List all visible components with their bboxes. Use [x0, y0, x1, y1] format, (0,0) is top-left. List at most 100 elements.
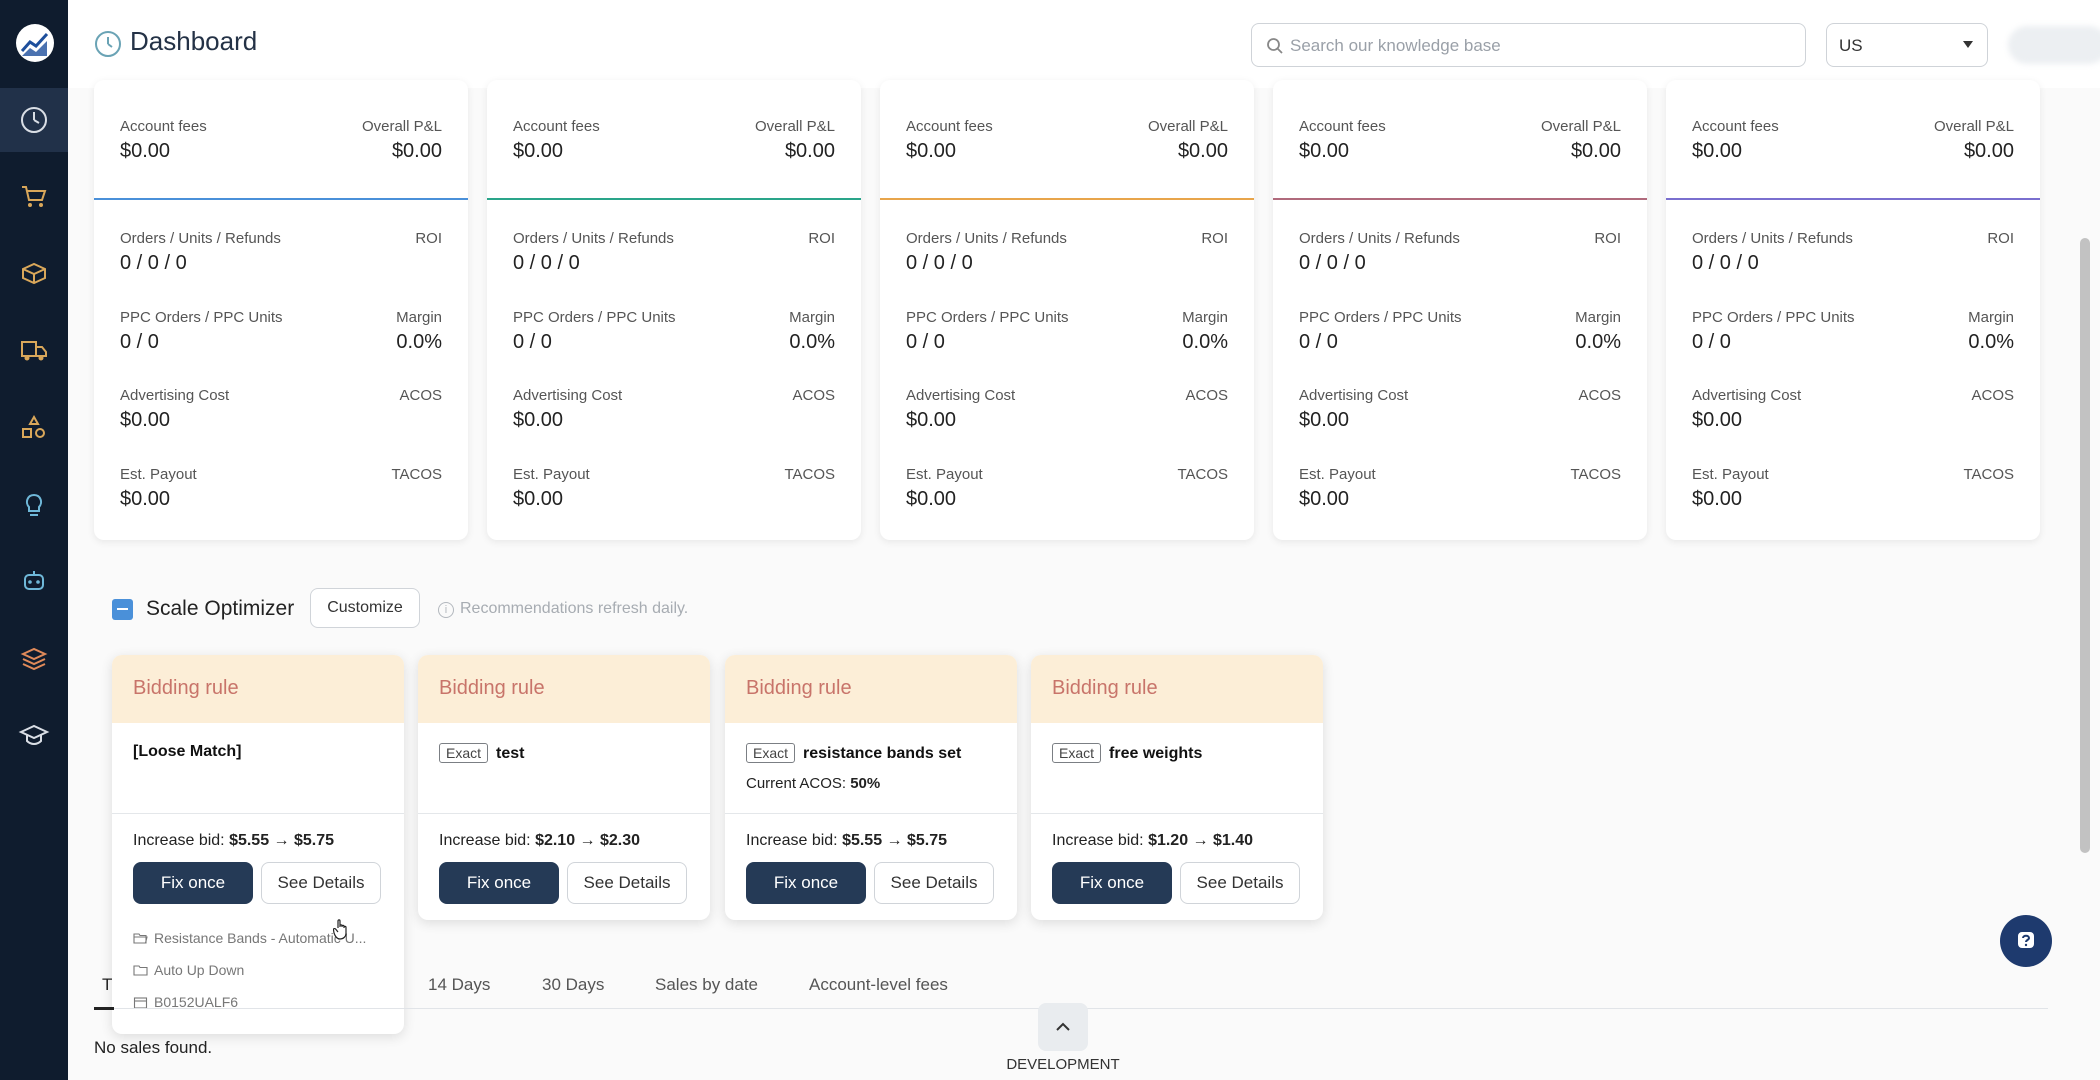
cart-icon: [22, 186, 47, 207]
margin-value: 0.0%: [1575, 331, 1621, 353]
robot-icon: [24, 571, 44, 590]
sidebar-item-dashboard[interactable]: [0, 88, 68, 152]
overall-pl-label: Overall P&L: [361, 118, 442, 135]
roi-label: ROI: [808, 230, 835, 247]
search-input[interactable]: [1290, 32, 1790, 60]
see-details-button[interactable]: See Details: [874, 862, 994, 904]
metric-row: Est. Payout TACOS $0.00: [120, 466, 442, 516]
acos-label: ACOS: [1971, 387, 2014, 404]
est-payout-label: Est. Payout: [906, 466, 983, 483]
account-fees-value: $0.00: [1299, 140, 1350, 162]
account-fees-value: $0.00: [906, 140, 957, 162]
see-details-button[interactable]: See Details: [567, 862, 687, 904]
tab-30-days[interactable]: 30 Days: [542, 975, 605, 994]
sidebar-item-inventory[interactable]: [0, 395, 68, 459]
scrollbar-thumb[interactable]: [2080, 238, 2090, 853]
overall-pl-label: Overall P&L: [1147, 118, 1228, 135]
ad-group-name: Auto Up Down: [154, 962, 245, 978]
help-chat-button[interactable]: [2000, 915, 2052, 967]
margin-label: Margin: [1968, 309, 2014, 326]
rule-target: [Loose Match]: [112, 723, 404, 814]
metric-row: Orders / Units / Refunds ROI 0 / 0 / 0: [906, 230, 1228, 280]
rule-action: Increase bid: $2.10 → $2.30 Fix once See…: [418, 814, 710, 920]
lightbulb-icon: [25, 493, 43, 516]
acos-label: ACOS: [1185, 387, 1228, 404]
dashboard-icon: [21, 107, 47, 133]
metric-row: Advertising Cost ACOS $0.00: [120, 387, 442, 437]
metric-card: Account fees Overall P&L $0.00 $0.00 Ord…: [487, 80, 861, 540]
rule-target: Exact test: [418, 723, 710, 814]
card-accent-strip: [880, 198, 1254, 200]
tacos-label: TACOS: [1963, 466, 2014, 483]
est-payout-value: $0.00: [513, 488, 564, 510]
sidebar-item-products[interactable]: [0, 241, 68, 305]
customize-button[interactable]: Customize: [310, 588, 420, 628]
app-logo[interactable]: [16, 24, 54, 62]
tab-account-level-fees[interactable]: Account-level fees: [809, 975, 948, 994]
advertising-cost-value: $0.00: [120, 409, 171, 431]
metric-row: Account fees Overall P&L $0.00 $0.00: [120, 118, 442, 168]
sidebar-item-insights[interactable]: [0, 472, 68, 536]
current-acos: Current ACOS: 50%: [746, 775, 881, 792]
asin-row: B0152UALF6: [133, 986, 383, 1018]
tab-14-days[interactable]: 14 Days: [428, 975, 491, 994]
fix-once-button[interactable]: Fix once: [133, 862, 253, 904]
advertising-cost-label: Advertising Cost: [1299, 387, 1409, 404]
sidebar-item-academy[interactable]: [0, 703, 68, 767]
match-type-badge: Exact: [1052, 743, 1102, 763]
overall-pl-value: $0.00: [784, 140, 835, 162]
rule-buttons: Fix once See Details: [746, 862, 996, 904]
metric-card: Account fees Overall P&L $0.00 $0.00 Ord…: [94, 80, 468, 540]
knowledge-search[interactable]: [1251, 23, 1806, 67]
bid-change: Increase bid: $5.55 → $5.75: [746, 832, 948, 849]
rule-meta: Resistance Bands - Automatic U... Auto U…: [133, 922, 383, 1018]
metric-row: Account fees Overall P&L $0.00 $0.00: [1692, 118, 2014, 168]
dev-toggle-button[interactable]: [1038, 1003, 1088, 1051]
metric-row: Orders / Units / Refunds ROI 0 / 0 / 0: [513, 230, 835, 280]
see-details-button[interactable]: See Details: [261, 862, 381, 904]
sidebar-item-shipments[interactable]: [0, 318, 68, 382]
tab-sales-by-date[interactable]: Sales by date: [655, 975, 759, 994]
fix-once-button[interactable]: Fix once: [1052, 862, 1172, 904]
advertising-cost-value: $0.00: [1692, 409, 1743, 431]
tacos-label: TACOS: [1177, 466, 1228, 483]
ppc-orders-units-label: PPC Orders / PPC Units: [120, 309, 283, 326]
overall-pl-value: $0.00: [1177, 140, 1228, 162]
tab-today[interactable]: T: [102, 975, 113, 994]
advertising-cost-label: Advertising Cost: [906, 387, 1016, 404]
fix-once-button[interactable]: Fix once: [439, 862, 559, 904]
chevron-down-icon: [1963, 41, 1973, 48]
user-menu[interactable]: [2008, 26, 2100, 64]
chart-logo-icon: [20, 32, 49, 56]
metric-row: Account fees Overall P&L $0.00 $0.00: [513, 118, 835, 168]
chat-help-icon: [2018, 932, 2034, 948]
acos-label: ACOS: [1578, 387, 1621, 404]
metric-row: Advertising Cost ACOS $0.00: [906, 387, 1228, 437]
orders-units-refunds-label: Orders / Units / Refunds: [906, 230, 1067, 247]
rule-type: Bidding rule: [112, 655, 404, 723]
acos-label: ACOS: [399, 387, 442, 404]
ppc-orders-units-value: 0 / 0: [1692, 331, 1731, 353]
metric-row: PPC Orders / PPC Units Margin 0 / 0 0.0%: [906, 309, 1228, 359]
overall-pl-label: Overall P&L: [1933, 118, 2014, 135]
fix-once-button[interactable]: Fix once: [746, 862, 866, 904]
overall-pl-value: $0.00: [391, 140, 442, 162]
sidebar-item-orders[interactable]: [0, 164, 68, 228]
sidebar-item-automation[interactable]: [0, 549, 68, 613]
sidebar-item-stack[interactable]: [0, 626, 68, 690]
region-select[interactable]: US: [1826, 23, 1988, 67]
refresh-note: i Recommendations refresh daily.: [438, 600, 688, 618]
rule-card: Bidding rule Exact free weights Increase …: [1031, 655, 1323, 920]
advertising-cost-value: $0.00: [513, 409, 564, 431]
account-fees-label: Account fees: [513, 118, 600, 135]
roi-label: ROI: [415, 230, 442, 247]
rule-action: Increase bid: $5.55 → $5.75 Fix once See…: [725, 814, 1017, 920]
est-payout-value: $0.00: [1692, 488, 1743, 510]
see-details-button[interactable]: See Details: [1180, 862, 1300, 904]
active-tab-indicator: [94, 1007, 114, 1010]
metric-row: Advertising Cost ACOS $0.00: [1299, 387, 1621, 437]
account-fees-label: Account fees: [906, 118, 993, 135]
account-fees-value: $0.00: [513, 140, 564, 162]
advertising-cost-label: Advertising Cost: [1692, 387, 1802, 404]
optimizer-collapse-toggle[interactable]: [112, 599, 133, 620]
